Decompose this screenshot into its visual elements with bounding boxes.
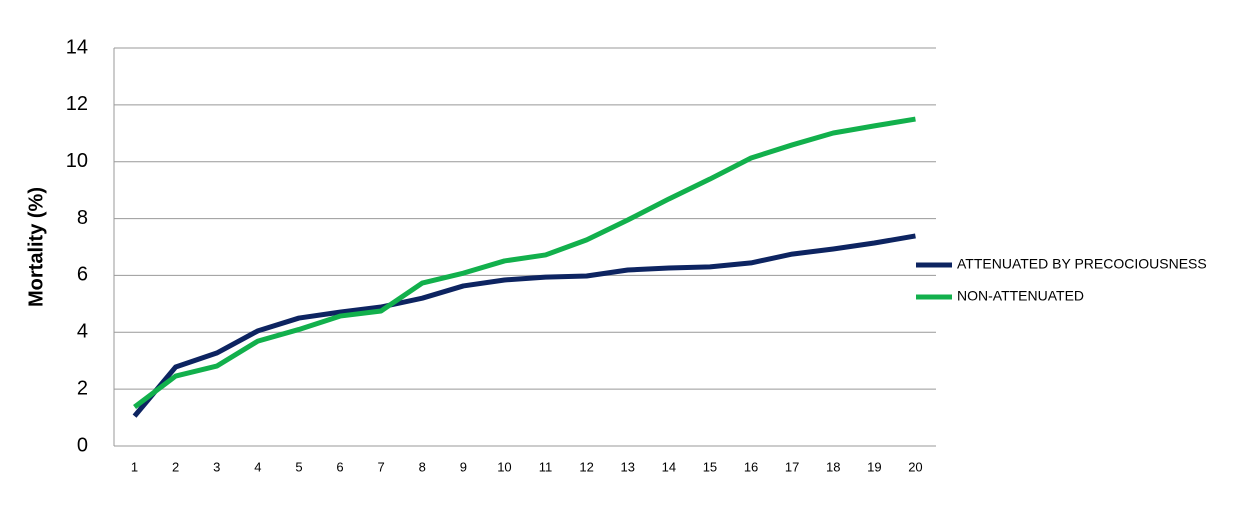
series-line [132, 233, 916, 418]
x-tick-label: 7 [378, 459, 385, 474]
x-tick-label: 19 [867, 459, 881, 474]
x-tick-label: 1 [131, 459, 138, 474]
legend-label: NON-ATTENUATED [957, 288, 1084, 304]
x-tick-label: 9 [460, 459, 467, 474]
y-tick-label: 10 [66, 150, 88, 172]
x-tick-label: 3 [213, 459, 220, 474]
y-tick-label: 0 [77, 434, 88, 456]
y-tick-label: 14 [66, 36, 88, 58]
x-tick-label: 8 [419, 459, 426, 474]
x-tick-label: 10 [497, 459, 511, 474]
y-tick-label: 2 [77, 377, 88, 399]
y-axis-label: Mortality (%) [25, 187, 47, 307]
x-tick-label: 6 [336, 459, 343, 474]
x-tick-label: 4 [254, 459, 261, 474]
x-tick-label: 13 [621, 459, 635, 474]
x-tick-label: 12 [579, 459, 593, 474]
x-tick-label: 5 [295, 459, 302, 474]
x-tick-label: 14 [662, 459, 676, 474]
series-line [133, 116, 916, 410]
y-tick-label: 4 [77, 321, 88, 343]
y-tick-label: 12 [66, 93, 88, 115]
x-tick-label: 16 [744, 459, 758, 474]
x-tick-label: 2 [172, 459, 179, 474]
x-tick-label: 18 [826, 459, 840, 474]
x-tick-label: 20 [908, 459, 922, 474]
y-tick-label: 6 [77, 264, 88, 286]
legend-label: ATTENUATED BY PRECOCIOUSNESS [957, 256, 1207, 272]
x-tick-label: 11 [539, 459, 553, 474]
x-tick-label: 17 [785, 459, 799, 474]
y-tick-label: 8 [77, 207, 88, 229]
x-tick-label: 15 [703, 459, 717, 474]
